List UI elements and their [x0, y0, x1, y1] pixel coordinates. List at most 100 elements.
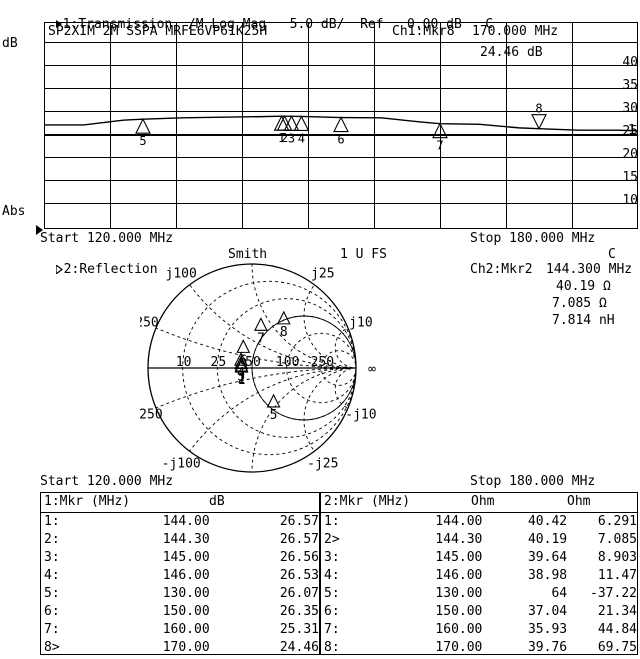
y-tick-30: 30 — [622, 101, 638, 116]
channel1-start-frequency: Start 120.000 MHz — [40, 231, 174, 246]
smith-label-j10: j10 — [349, 316, 372, 331]
smith-label-real-25: 25 — [211, 355, 227, 370]
channel2-correction-label: C — [608, 247, 616, 262]
gridline-h — [45, 203, 637, 204]
trace-marker-label-1: 1 — [278, 131, 285, 145]
smith-marker-8[interactable] — [276, 310, 291, 325]
table1-col-mkr: 1:Mkr (MHz) — [44, 494, 131, 509]
table-row[interactable]: 3: 145.00 26.56 — [41, 549, 319, 567]
smith-label-j100: j100 — [166, 267, 197, 282]
table1-cell-frequency: 170.00 — [162, 640, 210, 655]
smith-marker-3[interactable] — [234, 355, 249, 370]
table2-cell-index: 6: — [324, 604, 340, 619]
trace-marker-3[interactable] — [283, 115, 300, 131]
table2-cell-reactance: 7.085 — [597, 532, 637, 547]
channel1-header-text: 1:Transmission /M Log Mag 5.0 dB/ Ref 0.… — [62, 17, 494, 32]
table2-cell-reactance: 44.84 — [597, 622, 637, 637]
table2-cell-index: 2> — [324, 532, 340, 547]
smith-marker-label-6: 6 — [239, 353, 247, 368]
table2-cell-resistance: 40.42 — [527, 514, 568, 529]
table1-cell-frequency: 130.00 — [162, 586, 210, 601]
channel2-header: 2:Reflection — [40, 247, 158, 277]
smith-marker-4[interactable] — [234, 351, 248, 366]
table1-cell-frequency: 160.00 — [162, 622, 210, 637]
channel2-active-marker-frequency: 144.300 MHz — [546, 262, 633, 277]
transmission-trace: 12 3 45 6 78 — [44, 102, 638, 153]
table2-cell-index: 1: — [324, 514, 340, 529]
marker-table-channel1[interactable]: 1:Mkr (MHz) dB 1: 144.00 26.57 2: 144.30 26.5… — [40, 492, 320, 655]
table1-col-db: dB — [209, 494, 225, 509]
channel1-header-line: 1:Transmission /M Log Mag 5.0 dB/ Ref 0.… — [40, 2, 493, 32]
table-row[interactable]: 8: 170.00 39.76 69.75 — [321, 639, 637, 657]
channel2-start-frequency: Start 120.000 MHz — [40, 474, 174, 489]
y-tick-25: 25 — [622, 124, 638, 139]
smith-chart[interactable]: 1025501002500∞j10-j10j25-j25j50-j50j100-… — [140, 262, 410, 474]
table-row[interactable]: 6: 150.00 37.04 21.34 — [321, 603, 637, 621]
table2-cell-reactance: -37.22 — [590, 586, 637, 601]
smith-label-real-100: 100 — [276, 355, 299, 370]
table-row[interactable]: 4: 146.00 38.98 11.47 — [321, 567, 637, 585]
table-row[interactable]: 2: 144.30 26.57 — [41, 531, 319, 549]
table2-cell-frequency: 144.30 — [435, 532, 483, 547]
table-row[interactable]: 1: 144.00 26.57 — [41, 513, 319, 531]
table2-cell-index: 5: — [324, 586, 340, 601]
table2-cell-resistance: 40.19 — [527, 532, 568, 547]
transmission-graticule[interactable] — [44, 22, 638, 229]
table-row[interactable]: 6: 150.00 26.35 — [41, 603, 319, 621]
trace-marker-label-5: 5 — [139, 134, 146, 148]
table-row[interactable]: 3: 145.00 39.64 8.903 — [321, 549, 637, 567]
table1-cell-frequency: 146.00 — [162, 568, 210, 583]
table2-cell-resistance: 38.98 — [527, 568, 568, 583]
smith-marker-7[interactable] — [253, 317, 268, 331]
table2-cell-index: 3: — [324, 550, 340, 565]
table-row[interactable]: 5: 130.00 26.07 — [41, 585, 319, 603]
smith-marker-label-3: 3 — [237, 370, 245, 385]
smith-marker-6[interactable] — [236, 339, 251, 353]
marker-table-channel2[interactable]: 2:Mkr (MHz) Ohm Ohm 1: 144.00 40.42 6.291 2>… — [320, 492, 638, 655]
table1-cell-db: 25.31 — [279, 622, 319, 637]
table2-cell-index: 7: — [324, 622, 340, 637]
trace-marker-5[interactable] — [135, 117, 151, 134]
table2-cell-resistance: 39.76 — [527, 640, 568, 655]
table1-cell-db: 26.07 — [279, 586, 319, 601]
trace-marker-4[interactable] — [293, 115, 310, 132]
smith-label-real-250: 250 — [311, 355, 334, 370]
y-tick-35: 35 — [622, 78, 638, 93]
y-axis-abs-label: Abs — [2, 204, 26, 219]
table-row[interactable]: 5: 130.00 64 -37.22 — [321, 585, 637, 603]
table1-cell-db: 26.57 — [279, 532, 319, 547]
table-row[interactable]: 2> 144.30 40.19 7.085 — [321, 531, 637, 549]
table-row[interactable]: 1: 144.00 40.42 6.291 — [321, 513, 637, 531]
smith-marker-label-5: 5 — [270, 408, 278, 423]
smith-label--j10: -j10 — [345, 407, 376, 422]
smith-label-j250: j250 — [140, 316, 159, 331]
table-row[interactable]: 7: 160.00 25.31 — [41, 621, 319, 639]
trace-marker-7[interactable] — [432, 122, 448, 139]
gridline-v — [374, 23, 375, 228]
table-row[interactable]: 7: 160.00 35.93 44.84 — [321, 621, 637, 639]
smith-label-infinity: ∞ — [368, 362, 376, 377]
table1-cell-db: 26.57 — [279, 514, 319, 529]
table-row[interactable]: 8> 170.00 24.46 — [41, 639, 319, 657]
trace-marker-6[interactable] — [333, 116, 349, 133]
table1-cell-index: 4: — [44, 568, 60, 583]
table-row[interactable]: 4: 146.00 26.53 — [41, 567, 319, 585]
table2-col-ohm-x: Ohm — [567, 494, 591, 509]
smith-marker-label-8: 8 — [280, 325, 288, 340]
table2-cell-frequency: 144.00 — [435, 514, 483, 529]
table2-cell-reactance: 11.47 — [597, 568, 637, 583]
table1-cell-index: 3: — [44, 550, 60, 565]
table1-cell-index: 7: — [44, 622, 60, 637]
smith-marker-5[interactable] — [266, 393, 281, 408]
channel2-format-label: Smith — [228, 247, 268, 262]
trace-marker-label-6: 6 — [337, 133, 344, 147]
y-tick-20: 20 — [622, 147, 638, 162]
table1-header-row: 1:Mkr (MHz) dB — [41, 493, 319, 513]
channel1-active-marker-label: Ch1:Mkr8 — [392, 24, 455, 39]
channel1-stop-frequency: Stop 180.000 MHz — [470, 231, 596, 246]
gridline-h — [45, 65, 637, 66]
gridline-v — [176, 23, 177, 228]
channel1-active-indicator-icon — [55, 20, 63, 29]
table1-cell-db: 24.46 — [279, 640, 319, 655]
trace-marker-8[interactable] — [531, 114, 547, 130]
